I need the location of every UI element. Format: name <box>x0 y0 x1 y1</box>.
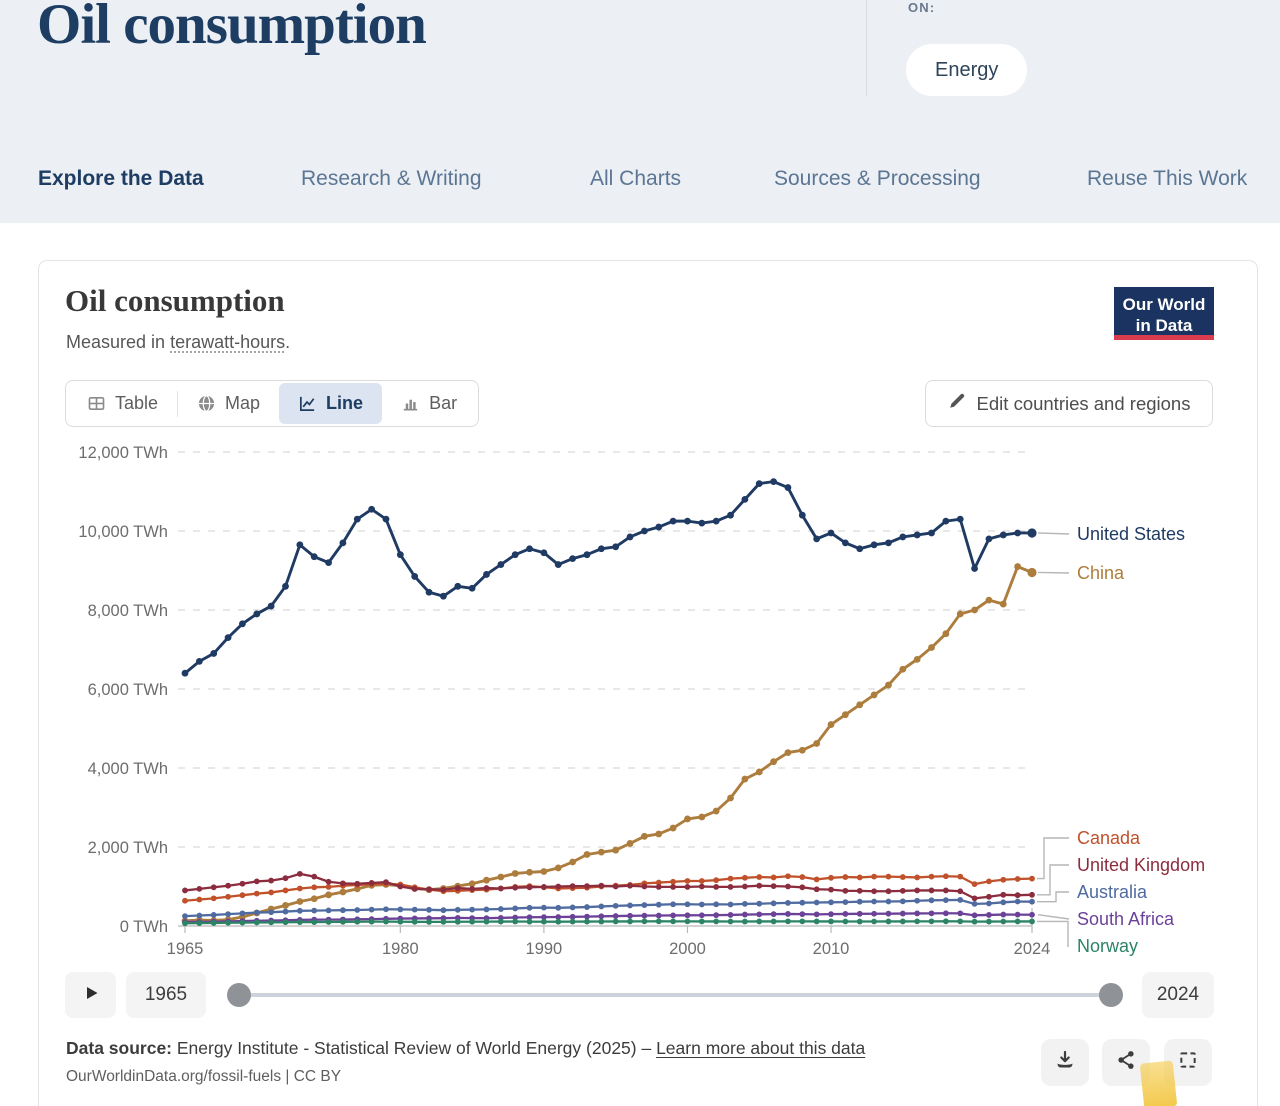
x-axis-tick-label: 2010 <box>813 940 850 958</box>
timeline-start-year[interactable]: 1965 <box>126 972 206 1018</box>
y-axis-tick-label: 0 TWh <box>120 918 168 936</box>
series-label[interactable]: China <box>1077 563 1125 583</box>
subtitle-unit-term[interactable]: terawatt-hours <box>170 332 286 352</box>
y-axis-tick-label: 12,000 TWh <box>78 444 168 462</box>
chart-title: Oil consumption <box>65 283 285 318</box>
y-axis-tick-label: 4,000 TWh <box>88 760 168 778</box>
tab-bar-label: Bar <box>429 393 458 413</box>
series-label[interactable]: United Kingdom <box>1077 855 1205 875</box>
y-axis-tick-label: 2,000 TWh <box>88 839 168 857</box>
nav-explore-the-data[interactable]: Explore the Data <box>38 167 204 190</box>
x-axis-tick-label: 2024 <box>1014 940 1051 958</box>
tab-map[interactable]: Map <box>178 383 279 424</box>
y-axis-tick-label: 10,000 TWh <box>78 523 168 541</box>
tab-divider <box>177 390 179 417</box>
share-button[interactable] <box>1102 1039 1150 1086</box>
nav-reuse-this-work[interactable]: Reuse This Work <box>1087 167 1248 190</box>
fullscreen-button[interactable] <box>1164 1039 1212 1086</box>
x-axis-tick-label: 1990 <box>526 940 563 958</box>
series-label[interactable]: South Africa <box>1077 909 1175 929</box>
fullscreen-icon <box>1178 1050 1198 1075</box>
globe-icon <box>197 394 216 413</box>
logo-line1: Our World <box>1122 295 1206 314</box>
series-label[interactable]: United States <box>1077 524 1185 544</box>
tab-table[interactable]: Table <box>68 383 177 424</box>
slider-track[interactable] <box>238 993 1113 997</box>
page-title: Oil consumption <box>37 0 427 56</box>
timeline-play-button[interactable] <box>65 972 116 1018</box>
nav-all-charts[interactable]: All Charts <box>590 167 682 190</box>
timeline-end-year[interactable]: 2024 <box>1142 972 1214 1018</box>
topic-pill-energy[interactable]: Energy <box>906 44 1028 96</box>
grapher-card: Oil consumption Measured in terawatt-hou… <box>38 260 1258 1106</box>
topics-on-label: ON: <box>908 0 936 15</box>
line-chart-icon <box>298 394 317 413</box>
x-axis-tick-label: 1980 <box>382 940 419 958</box>
page-header-band: Oil consumption ON: Energy Explore the D… <box>0 0 1280 223</box>
y-axis-tick-label: 8,000 TWh <box>88 602 168 620</box>
edit-countries-button[interactable]: Edit countries and regions <box>925 380 1213 427</box>
series-label[interactable]: Australia <box>1077 882 1148 902</box>
x-axis-tick-label: 2000 <box>669 940 706 958</box>
series-line[interactable] <box>183 480 1034 675</box>
tab-line[interactable]: Line <box>279 383 383 424</box>
tab-bar[interactable]: Bar <box>382 383 476 424</box>
timeline-slider[interactable] <box>227 972 1127 1018</box>
edit-countries-label: Edit countries and regions <box>976 392 1191 414</box>
series-line[interactable] <box>183 565 1034 923</box>
download-button[interactable] <box>1041 1039 1089 1086</box>
data-source-text: Energy Institute - Statistical Review of… <box>172 1038 657 1058</box>
y-axis-tick-label: 6,000 TWh <box>88 681 168 699</box>
data-source-label: Data source: <box>66 1038 173 1058</box>
chart-subtitle: Measured in terawatt-hours. <box>66 332 290 353</box>
pencil-icon <box>948 392 966 415</box>
download-icon <box>1053 1048 1077 1077</box>
series-label[interactable]: Canada <box>1077 828 1141 848</box>
learn-more-link[interactable]: Learn more about this data <box>656 1038 866 1058</box>
owid-logo[interactable]: Our World in Data <box>1114 287 1214 340</box>
subtitle-suffix: . <box>285 332 291 352</box>
header-divider <box>866 0 867 96</box>
x-axis-tick-label: 1965 <box>167 940 204 958</box>
bar-chart-icon <box>401 394 420 413</box>
nav-sources-processing[interactable]: Sources & Processing <box>774 167 981 190</box>
tab-map-label: Map <box>225 393 261 413</box>
play-icon <box>81 983 101 1008</box>
citation-line: OurWorldinData.org/fossil-fuels | CC BY <box>66 1068 342 1085</box>
subtitle-prefix: Measured in <box>66 332 171 352</box>
line-chart[interactable]: 0 TWh 2,000 TWh 4,000 TWh 6,000 TWh 8,000 TW… <box>65 441 1245 971</box>
table-icon <box>87 394 106 413</box>
nav-research-and-writing[interactable]: Research & Writing <box>301 167 482 190</box>
share-icon <box>1115 1049 1137 1076</box>
slider-handle-end[interactable] <box>1099 983 1123 1007</box>
logo-line2: in Data <box>1135 315 1193 335</box>
slider-handle-start[interactable] <box>227 983 251 1007</box>
data-source-line: Data source: Energy Institute - Statisti… <box>66 1038 865 1059</box>
tab-table-label: Table <box>115 393 159 413</box>
series-label[interactable]: Norway <box>1077 936 1138 956</box>
view-tab-bar: Table Map Line Bar <box>65 380 480 427</box>
tab-line-label: Line <box>326 393 364 413</box>
